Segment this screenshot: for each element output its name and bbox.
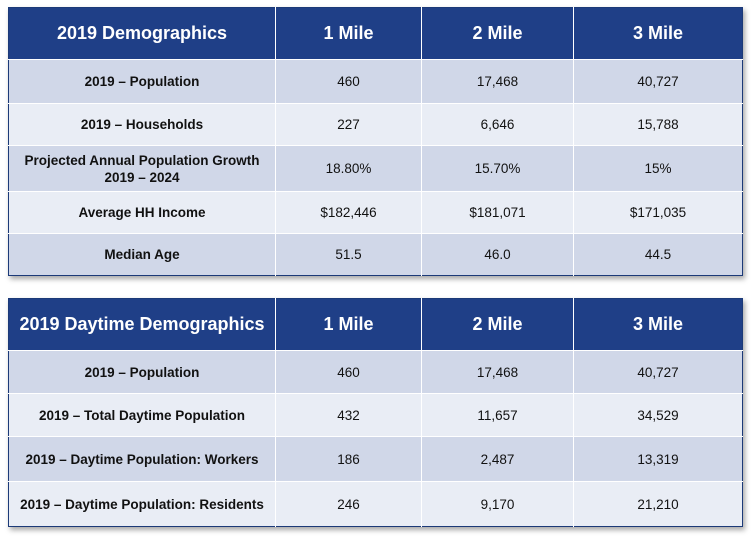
- row-label-line1: Projected Annual Population Growth: [24, 152, 260, 168]
- cell-2-mile: 17,468: [421, 350, 574, 394]
- cell-1-mile: 246: [275, 481, 422, 527]
- cell-1-mile: 460: [275, 350, 422, 394]
- daytime-demographics-table: 2019 Daytime Demographics 1 Mile 2 Mile …: [8, 298, 743, 527]
- header-2-mile: 2 Mile: [421, 7, 574, 60]
- table-row: 2019 – Households 227 6,646 15,788: [8, 103, 743, 146]
- cell-3-mile: $171,035: [573, 191, 743, 234]
- row-label: 2019 – Population: [8, 350, 276, 394]
- header-3-mile: 3 Mile: [573, 298, 743, 351]
- header-3-mile: 3 Mile: [573, 7, 743, 60]
- cell-1-mile: 18.80%: [275, 145, 422, 192]
- cell-3-mile: 34,529: [573, 393, 743, 437]
- table-row: 2019 – Daytime Population: Residents 246…: [8, 481, 743, 527]
- row-label: Projected Annual Population Growth 2019 –…: [8, 145, 276, 192]
- cell-2-mile: 46.0: [421, 233, 574, 276]
- cell-2-mile: 9,170: [421, 481, 574, 527]
- cell-3-mile: 13,319: [573, 436, 743, 482]
- table-header-row: 2019 Daytime Demographics 1 Mile 2 Mile …: [8, 298, 743, 351]
- row-label: 2019 – Daytime Population: Residents: [8, 481, 276, 527]
- row-label: 2019 – Population: [8, 59, 276, 104]
- cell-2-mile: 11,657: [421, 393, 574, 437]
- cell-1-mile: $182,446: [275, 191, 422, 234]
- cell-2-mile: 17,468: [421, 59, 574, 104]
- table-row: Average HH Income $182,446 $181,071 $171…: [8, 191, 743, 234]
- header-1-mile: 1 Mile: [275, 7, 422, 60]
- row-label: 2019 – Households: [8, 103, 276, 146]
- cell-3-mile: 44.5: [573, 233, 743, 276]
- cell-1-mile: 51.5: [275, 233, 422, 276]
- row-label: 2019 – Total Daytime Population: [8, 393, 276, 437]
- table-row: 2019 – Population 460 17,468 40,727: [8, 59, 743, 104]
- cell-1-mile: 227: [275, 103, 422, 146]
- header-2-mile: 2 Mile: [421, 298, 574, 351]
- header-title: 2019 Daytime Demographics: [8, 298, 276, 351]
- cell-2-mile: $181,071: [421, 191, 574, 234]
- demographics-table: 2019 Demographics 1 Mile 2 Mile 3 Mile 2…: [8, 7, 743, 276]
- table-row: 2019 – Daytime Population: Workers 186 2…: [8, 436, 743, 482]
- row-label: 2019 – Daytime Population: Workers: [8, 436, 276, 482]
- cell-3-mile: 15,788: [573, 103, 743, 146]
- cell-2-mile: 6,646: [421, 103, 574, 146]
- header-title: 2019 Demographics: [8, 7, 276, 60]
- table-row: 2019 – Total Daytime Population 432 11,6…: [8, 393, 743, 437]
- row-label: Average HH Income: [8, 191, 276, 234]
- row-label-line2: 2019 – 2024: [104, 169, 180, 185]
- cell-2-mile: 2,487: [421, 436, 574, 482]
- table-header-row: 2019 Demographics 1 Mile 2 Mile 3 Mile: [8, 7, 743, 60]
- cell-3-mile: 21,210: [573, 481, 743, 527]
- header-1-mile: 1 Mile: [275, 298, 422, 351]
- cell-3-mile: 15%: [573, 145, 743, 192]
- cell-1-mile: 186: [275, 436, 422, 482]
- table-row: 2019 – Population 460 17,468 40,727: [8, 350, 743, 394]
- cell-1-mile: 432: [275, 393, 422, 437]
- cell-1-mile: 460: [275, 59, 422, 104]
- cell-2-mile: 15.70%: [421, 145, 574, 192]
- row-label: Median Age: [8, 233, 276, 276]
- table-row: Projected Annual Population Growth 2019 –…: [8, 145, 743, 192]
- cell-3-mile: 40,727: [573, 59, 743, 104]
- cell-3-mile: 40,727: [573, 350, 743, 394]
- table-row: Median Age 51.5 46.0 44.5: [8, 233, 743, 276]
